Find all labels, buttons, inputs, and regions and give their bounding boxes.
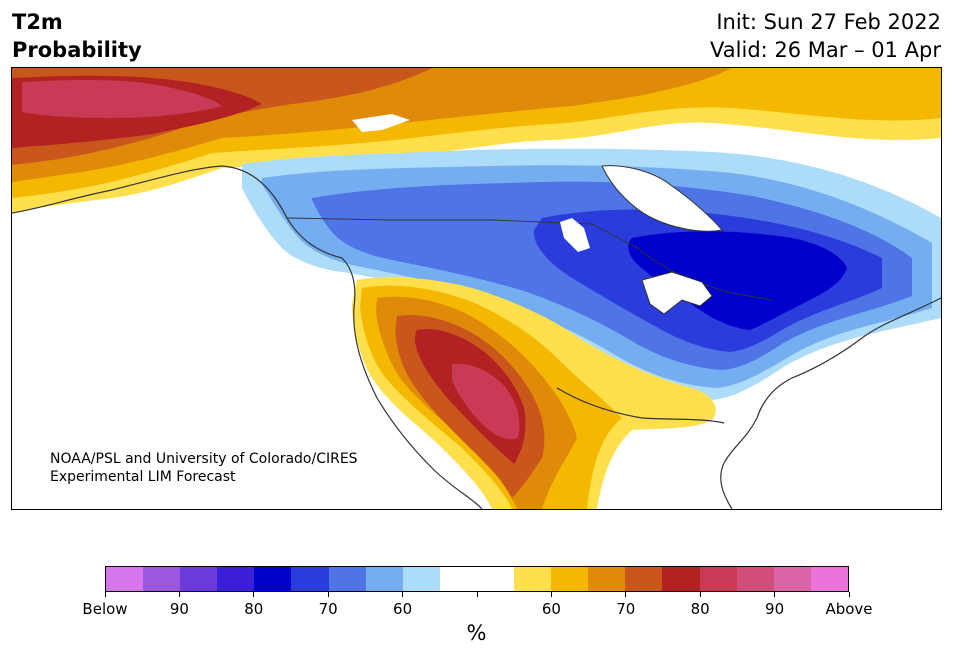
- gulf-coast: [556, 387, 725, 424]
- colorbar-segment: [514, 567, 552, 591]
- colorbar-segment: [217, 567, 255, 591]
- colorbar-segment: [551, 567, 589, 591]
- colorbar-unit-label: %: [466, 621, 487, 645]
- colorbar-tick-label: 90: [169, 600, 189, 618]
- colorbar-segment: [699, 567, 737, 591]
- colorbar-tick-label: 60: [393, 600, 413, 618]
- colorbar-tick: [178, 592, 180, 597]
- colorbar: [105, 566, 849, 592]
- title-metric: Probability: [12, 38, 142, 62]
- colorbar-segment: [254, 567, 292, 591]
- colorbar-tick-label: Below: [82, 600, 128, 618]
- colorbar-tick-label: 70: [616, 600, 636, 618]
- colorbar-segment: [106, 567, 144, 591]
- colorbar-tick: [402, 592, 404, 597]
- valid-period-label: Valid: 26 Mar – 01 Apr: [710, 38, 941, 62]
- colorbar-tick: [476, 592, 478, 597]
- colorbar-tick: [550, 592, 552, 597]
- colorbar-segment: [180, 567, 218, 591]
- colorbar-segment: [439, 567, 477, 591]
- colorbar-tick: [848, 592, 850, 597]
- init-date-label: Init: Sun 27 Feb 2022: [716, 10, 941, 34]
- map-title: T2m Probability: [12, 8, 142, 64]
- colorbar-segment: [328, 567, 366, 591]
- credit-line-1: NOAA/PSL and University of Colorado/CIRE…: [50, 451, 358, 467]
- colorbar-ticks: [104, 592, 850, 598]
- colorbar-segment: [143, 567, 181, 591]
- map-canvas: [12, 68, 941, 509]
- forecast-map: NOAA/PSL and University of Colorado/CIRE…: [11, 67, 942, 510]
- great-bear-lake: [352, 114, 410, 132]
- lake-winnipeg: [560, 218, 590, 252]
- colorbar-segment: [736, 567, 774, 591]
- colorbar-segment: [773, 567, 811, 591]
- colorbar-tick-label: 90: [765, 600, 785, 618]
- colorbar-tick: [699, 592, 701, 597]
- colorbar-segment: [402, 567, 440, 591]
- colorbar-tick-label: 80: [244, 600, 264, 618]
- forecast-dates: Init: Sun 27 Feb 2022 Valid: 26 Mar – 01…: [710, 8, 941, 64]
- coastline-east: [720, 297, 941, 509]
- colorbar-segment: [476, 567, 515, 591]
- warm-region-sw-core: [452, 363, 520, 440]
- colorbar-tick-label: 70: [318, 600, 338, 618]
- colorbar-tick-label: 80: [690, 600, 710, 618]
- colorbar-segment: [810, 567, 848, 591]
- colorbar-tick: [774, 592, 776, 597]
- colorbar-segment: [588, 567, 626, 591]
- credit-text: NOAA/PSL and University of Colorado/CIRE…: [50, 450, 358, 486]
- coastline-west: [12, 165, 483, 509]
- hudson-bay: [601, 165, 723, 232]
- colorbar-tick: [327, 592, 329, 597]
- colorbar-tick: [625, 592, 627, 597]
- colorbar-segment: [662, 567, 700, 591]
- colorbar-tick-label: Above: [825, 600, 873, 618]
- title-variable: T2m: [12, 10, 63, 34]
- us-canada-border: [286, 217, 773, 301]
- credit-line-2: Experimental LIM Forecast: [50, 469, 236, 485]
- cold-region-core: [628, 231, 847, 330]
- colorbar-tick: [253, 592, 255, 597]
- great-lakes: [641, 271, 713, 315]
- warm-region-alaska-3: [22, 80, 222, 118]
- colorbar-segment: [625, 567, 663, 591]
- colorbar-tick-label: 60: [541, 600, 561, 618]
- colorbar-segment: [365, 567, 403, 591]
- colorbar-segment: [291, 567, 329, 591]
- colorbar-tick: [104, 592, 106, 597]
